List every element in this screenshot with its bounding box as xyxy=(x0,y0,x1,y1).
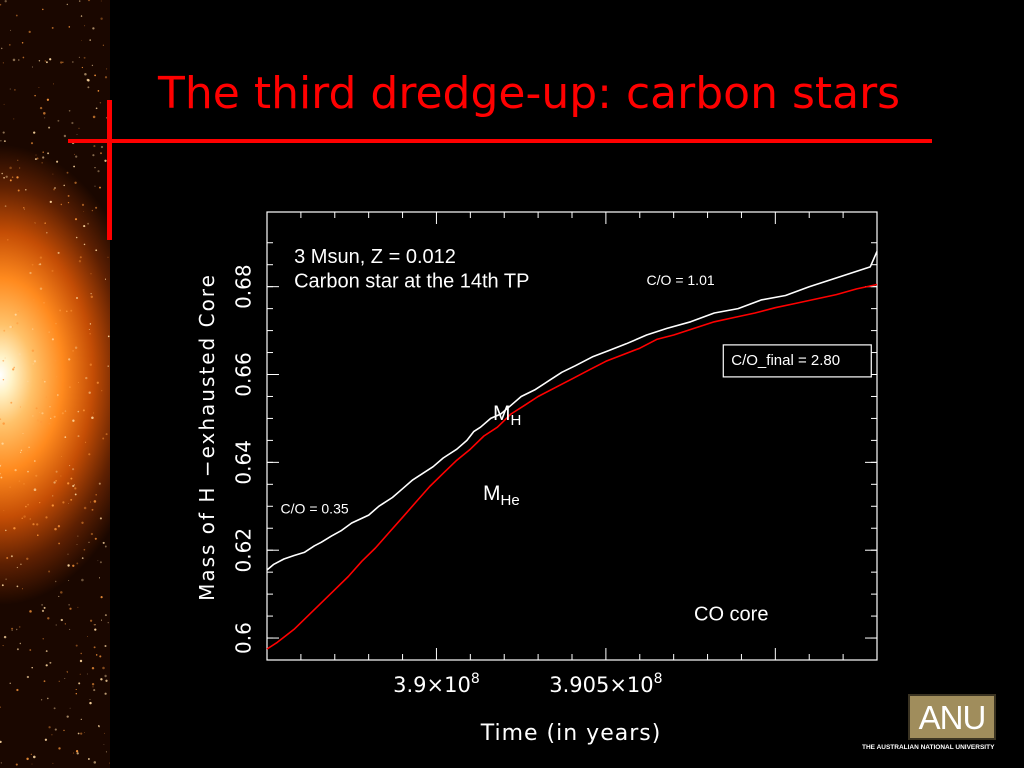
anu-logo-caption: THE AUSTRALIAN NATIONAL UNIVERSITY xyxy=(862,744,995,751)
series-label-m-he: MHe xyxy=(483,482,520,509)
chart-annotation: C/O_final = 2.80 xyxy=(731,352,840,369)
chart-annotation: CO core xyxy=(694,603,768,625)
series-line-m-h xyxy=(266,251,878,571)
annotation-box xyxy=(722,344,872,378)
star-field-background xyxy=(0,0,110,768)
chart-annotation: Carbon star at the 14th TP xyxy=(294,271,529,293)
y-tick-label: 0.64 xyxy=(232,440,256,485)
axis-ticks: 0.6 0.62 0.64 0.66 0.68 3.9×108 3.905×108 xyxy=(232,212,878,697)
x-tick-label: 3.905×108 xyxy=(549,671,662,697)
chart-annotation: C/O = 1.01 xyxy=(647,272,715,288)
series-layer xyxy=(266,251,878,650)
x-axis-label: Time (in years) xyxy=(480,721,662,746)
chart-annotation: C/O = 0.35 xyxy=(281,500,349,516)
title-rule-vertical xyxy=(107,100,112,240)
y-tick-label: 0.6 xyxy=(232,622,256,654)
x-tick-label: 3.9×108 xyxy=(393,671,480,697)
anu-logo: ANU xyxy=(908,694,996,740)
y-tick-label: 0.62 xyxy=(232,528,256,573)
chart-annotation: 3 Msun, Z = 0.012 xyxy=(294,246,456,268)
anu-logo-text: ANU xyxy=(918,699,987,736)
slide-title: The third dredge-up: carbon stars xyxy=(158,68,901,119)
series-line-m-he xyxy=(266,283,878,650)
title-rule-horizontal xyxy=(68,139,932,143)
y-tick-label: 0.66 xyxy=(232,352,256,397)
annotation-layer: MH MHe 3 Msun, Z = 0.012 Carbon star at the… xyxy=(281,246,872,625)
y-axis-label: Mass of H −exhausted Core xyxy=(195,273,219,601)
y-tick-label: 0.68 xyxy=(232,264,256,309)
series-label-m-h: MH xyxy=(493,402,521,429)
star-speckles xyxy=(0,0,110,766)
